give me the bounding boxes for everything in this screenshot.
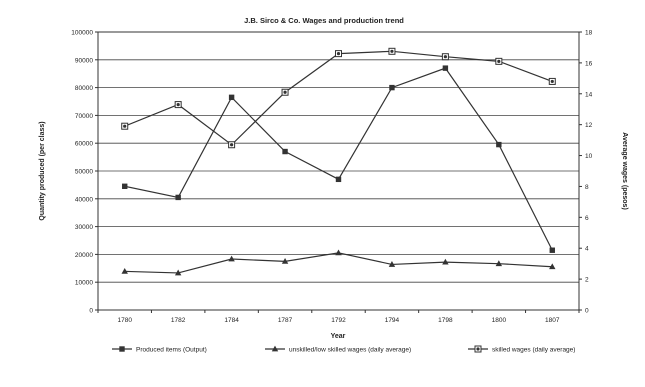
series-marker: [121, 267, 128, 274]
x-tick-label: 1782: [171, 317, 186, 324]
y-right-tick-label: 12: [585, 122, 593, 129]
series-marker: [390, 49, 394, 53]
legend-label: skilled wages (daily average): [492, 347, 575, 354]
series-marker: [497, 59, 501, 63]
series-marker: [549, 247, 555, 253]
y-left-tick-label: 100000: [71, 30, 93, 37]
y-axis-right-ticks: 0 2 4 6 8 10 12 14 16 18: [579, 30, 593, 315]
x-tick-label: 1784: [224, 317, 239, 324]
x-tick-label: 1798: [438, 317, 453, 324]
y-axis-left-label: Quantity produced (per class): [39, 121, 46, 220]
y-left-tick-label: 80000: [75, 85, 93, 92]
series-marker: [496, 141, 502, 148]
y-right-tick-label: 2: [585, 277, 589, 284]
series-marker: [174, 269, 182, 276]
series-line-2: [124, 252, 553, 274]
series-marker: [335, 249, 342, 256]
x-axis-label: Year: [331, 333, 346, 340]
series-marker: [442, 258, 449, 265]
series-marker: [282, 148, 288, 155]
x-tick-label: 1794: [385, 317, 400, 324]
series-marker: [549, 263, 556, 270]
series-marker: [176, 102, 180, 107]
series-marker: [281, 257, 289, 264]
y-left-tick-label: 10000: [75, 280, 93, 287]
series-marker: [228, 255, 235, 262]
series-marker: [443, 55, 447, 59]
series-marker: [123, 124, 127, 128]
series-marker: [119, 346, 125, 352]
series-marker: [442, 65, 449, 71]
y-right-tick-label: 8: [585, 184, 589, 191]
grid-layer: [98, 59, 579, 283]
y-left-tick-label: 30000: [75, 224, 93, 231]
x-tick-label: 1787: [278, 317, 293, 324]
y-right-tick-label: 0: [585, 308, 589, 315]
x-tick-label: 1780: [117, 317, 132, 324]
y-right-tick-label: 6: [585, 215, 589, 222]
y-left-tick-label: 60000: [75, 141, 93, 148]
y-right-tick-label: 10: [585, 153, 593, 160]
y-right-tick-label: 14: [585, 91, 593, 98]
y-left-tick-label: 90000: [75, 57, 93, 64]
series-marker: [336, 52, 341, 56]
series-marker: [175, 194, 181, 201]
y-right-tick-label: 18: [585, 30, 593, 37]
x-tick-label: 1807: [545, 317, 560, 324]
y-left-tick-label: 20000: [75, 252, 93, 259]
legend-label: Produced items (Output): [136, 347, 207, 354]
series-marker: [228, 94, 235, 101]
series-line-1: [124, 67, 553, 251]
x-axis-ticks: 1780 1782 1784 1787 1792 1794 1798 1800 1807: [97, 310, 580, 324]
series-marker: [122, 183, 128, 189]
x-tick-label: 1792: [331, 317, 346, 324]
series-marker: [388, 261, 396, 267]
series-line-3: [124, 50, 553, 146]
legend: Produced items (Output) unskilled/low ski…: [112, 345, 575, 354]
y-left-tick-label: 70000: [75, 113, 93, 120]
y-axis-right-label: Average wages (pesos): [621, 132, 628, 210]
series-layer: [121, 47, 556, 276]
x-tick-label: 1800: [492, 317, 507, 324]
y-right-tick-label: 4: [585, 246, 589, 253]
y-left-tick-label: 50000: [75, 169, 93, 176]
series-marker: [389, 84, 395, 91]
chart-title: J.B. Sirco & Co. Wages and production tr…: [244, 16, 404, 25]
legend-label: unskilled/low skilled wages (daily avera…: [289, 347, 411, 354]
y-left-tick-label: 40000: [75, 196, 93, 203]
series-marker: [550, 79, 554, 84]
y-right-tick-label: 16: [585, 60, 593, 67]
series-marker: [476, 347, 480, 351]
series-marker: [495, 260, 503, 267]
series-marker: [335, 176, 342, 183]
series-marker: [230, 143, 234, 147]
series-marker: [283, 90, 287, 94]
y-left-tick-label: 0: [89, 308, 93, 315]
y-axis-left-ticks: 0 10000 20000 30000 40000 50000 60000 70000 8000…: [71, 30, 98, 315]
series-marker: [271, 345, 279, 352]
